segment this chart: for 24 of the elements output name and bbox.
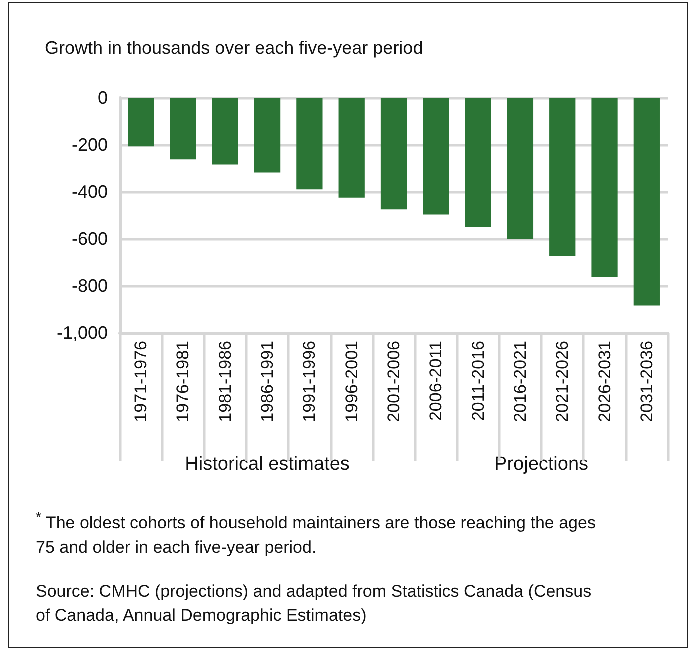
x-tick-label: 1981-1986 xyxy=(216,341,235,422)
text: Historical estimates xyxy=(185,454,350,475)
chart-title: Growth in thousands over each five-year period xyxy=(45,38,424,58)
y-tick-label: -400 xyxy=(72,182,108,202)
source-note: Source: CMHC (projections) and adapted from Statistics Canada (Census of Canada, Annual Demographic Estimates) xyxy=(36,581,593,627)
x-tick-label: 2021-2026 xyxy=(553,341,572,422)
x-tick-label: 2031-2036 xyxy=(637,341,656,422)
y-tick-label: -200 xyxy=(72,135,108,155)
y-tick-label: -800 xyxy=(72,276,108,296)
x-tick-label: 1986-1991 xyxy=(258,341,278,422)
text: $^{*}$ The oldest cohorts of household maintainers are those reaching the ages 75 and older in each five-year period. xyxy=(36,509,596,559)
x-tick-label: 1976-1981 xyxy=(174,341,193,422)
text: Projections xyxy=(494,454,589,475)
x-tick-label: 2016-2021 xyxy=(510,341,530,422)
y-tick-label: 0 xyxy=(98,88,108,108)
x-tick-label: 2001-2006 xyxy=(384,341,404,422)
y-tick-label: -1,000 xyxy=(56,323,108,343)
x-tick-label: 1996-2001 xyxy=(342,341,362,422)
x-tick-label: 2011-2016 xyxy=(468,341,488,422)
x-tick-label: 2006-2011 xyxy=(426,341,446,422)
x-tick-label: 1971-1976 xyxy=(132,341,151,422)
y-tick-label: -600 xyxy=(72,229,108,249)
x-tick-label: 1991-1996 xyxy=(300,341,320,422)
x-tick-label: 2026-2031 xyxy=(595,341,614,422)
